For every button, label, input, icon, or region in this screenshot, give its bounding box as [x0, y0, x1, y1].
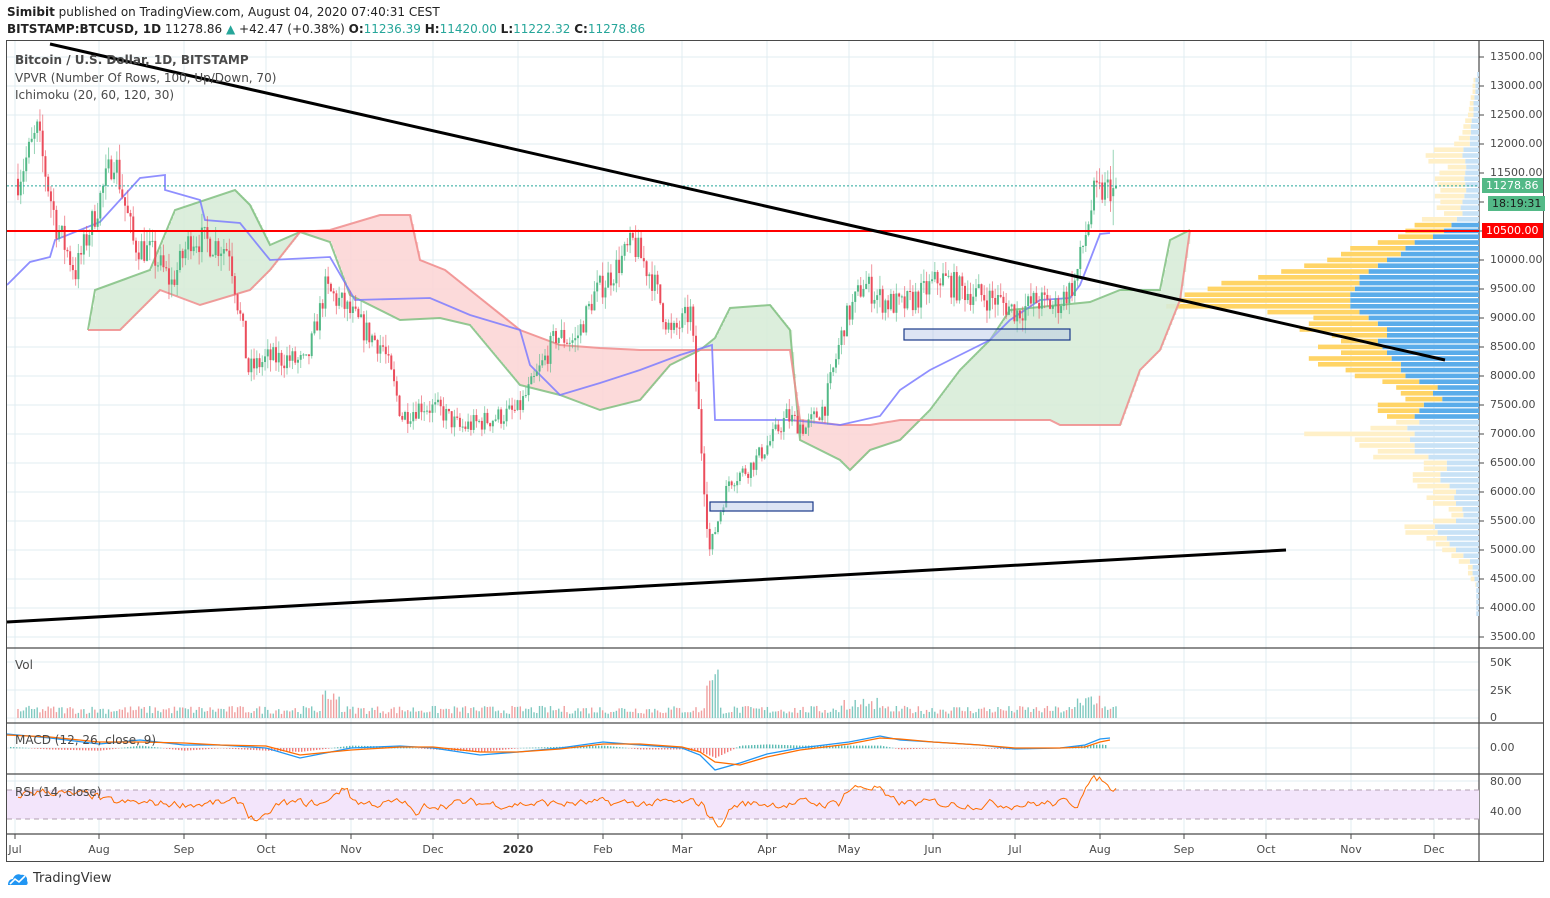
ichimoku-legend[interactable]: Ichimoku (20, 60, 120, 30)	[15, 88, 175, 102]
vpvr-legend[interactable]: VPVR (Number Of Rows, 100, Up/Down, 70)	[15, 71, 277, 85]
rsi-tick: 40.00	[1490, 805, 1522, 818]
time-tick: Sep	[1173, 843, 1195, 856]
volume-tick: 0	[1490, 711, 1497, 724]
price-tick: 12500.00	[1490, 108, 1543, 121]
time-tick: Jun	[924, 843, 942, 856]
ohlc-bar: BITSTAMP:BTCUSD, 1D 11278.86 ▲ +42.47 (+…	[7, 22, 645, 36]
brand-name: TradingView	[33, 871, 112, 886]
horizontal-line-price-tag: 10500.00	[1482, 223, 1543, 238]
price-tick: 5000.00	[1490, 543, 1536, 556]
tradingview-logo[interactable]: TradingView	[7, 871, 112, 886]
price-tick: 4000.00	[1490, 601, 1536, 614]
price-tick: 10000.00	[1490, 253, 1543, 266]
price-tick: 13000.00	[1490, 79, 1543, 92]
price-tick: 7500.00	[1490, 398, 1536, 411]
time-tick: Dec	[1423, 843, 1445, 856]
time-tick: Apr	[757, 843, 777, 856]
time-tick: Oct	[256, 843, 276, 856]
price-tick: 11500.00	[1490, 166, 1543, 179]
time-tick: Sep	[173, 843, 195, 856]
close-label: C:	[574, 22, 588, 36]
time-tick: 2020	[502, 843, 534, 856]
symbol-label: BITSTAMP:BTCUSD, 1D	[7, 22, 162, 36]
price-change: +42.47 (+0.38%)	[239, 22, 345, 36]
time-tick: Feb	[593, 843, 613, 856]
author-name: Simibit	[7, 5, 55, 19]
close-value: 11278.86	[587, 22, 646, 36]
open-value: 11236.39	[363, 22, 421, 36]
price-tick: 9000.00	[1490, 311, 1536, 324]
price-tick: 5500.00	[1490, 514, 1536, 527]
price-tick: 4500.00	[1490, 572, 1536, 585]
time-tick: Jul	[1008, 843, 1022, 856]
time-tick: Jul	[8, 843, 22, 856]
price-tick: 13500.00	[1490, 50, 1543, 63]
price-tick: 8000.00	[1490, 369, 1536, 382]
price-tick: 8500.00	[1490, 340, 1536, 353]
chart-frame	[6, 40, 1544, 862]
rsi-tick: 80.00	[1490, 775, 1522, 788]
time-tick: Aug	[88, 843, 110, 856]
last-price: 11278.86	[164, 22, 223, 36]
series-legend[interactable]: Bitcoin / U.S. Dollar, 1D, BITSTAMP	[15, 53, 249, 67]
volume-pane-label[interactable]: Vol	[15, 658, 33, 672]
time-tick: Aug	[1089, 843, 1111, 856]
price-tick: 6000.00	[1490, 485, 1536, 498]
time-tick: Nov	[340, 843, 362, 856]
publish-info: Simibit published on TradingView.com, Au…	[7, 5, 440, 19]
volume-tick: 50K	[1490, 656, 1512, 669]
high-value: 11420.00	[439, 22, 497, 36]
price-tick: 7000.00	[1490, 427, 1536, 440]
price-tick: 3500.00	[1490, 630, 1536, 643]
price-tick: 12000.00	[1490, 137, 1543, 150]
high-label: H:	[424, 22, 440, 36]
volume-tick: 25K	[1490, 684, 1512, 697]
price-tick: 6500.00	[1490, 456, 1536, 469]
price-tick: 9500.00	[1490, 282, 1536, 295]
countdown-tag: 18:19:31	[1488, 196, 1546, 211]
time-tick: Nov	[1340, 843, 1362, 856]
tradingview-cloud-icon	[8, 873, 28, 885]
open-label: O:	[348, 22, 364, 36]
time-tick: Oct	[1256, 843, 1276, 856]
time-tick: May	[837, 843, 861, 856]
rsi-pane-label[interactable]: RSI (14, close)	[15, 785, 102, 799]
time-tick: Mar	[671, 843, 693, 856]
macd-pane-label[interactable]: MACD (12, 26, close, 9)	[15, 733, 157, 747]
last-price-tag: 11278.86	[1482, 178, 1543, 193]
low-label: L:	[500, 22, 514, 36]
time-tick: Dec	[422, 843, 444, 856]
publish-text: published on TradingView.com, August 04,…	[58, 5, 440, 19]
low-value: 11222.32	[513, 22, 571, 36]
triangle-up-icon: ▲	[225, 22, 236, 36]
macd-tick: 0.00	[1490, 741, 1515, 754]
